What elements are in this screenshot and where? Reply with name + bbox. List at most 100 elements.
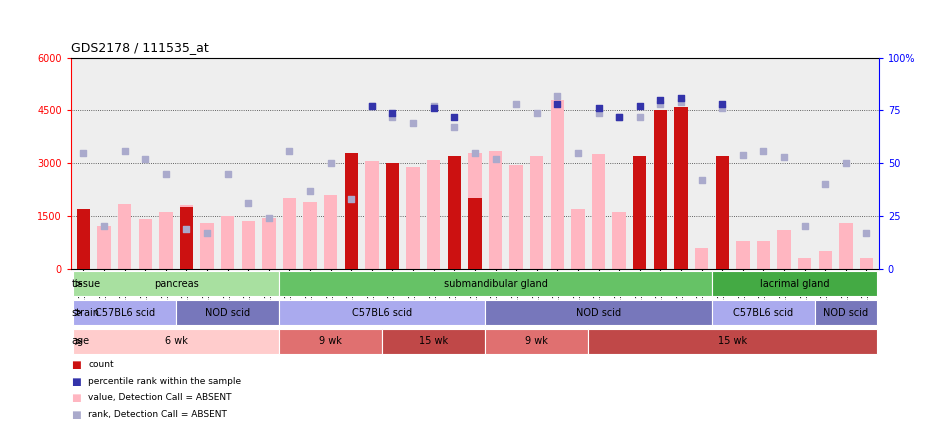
Text: NOD scid: NOD scid <box>205 308 250 317</box>
Bar <box>571 209 584 269</box>
Point <box>715 105 730 112</box>
Bar <box>118 204 132 269</box>
Bar <box>279 271 712 296</box>
Point <box>633 113 648 120</box>
Point <box>612 113 627 120</box>
Point <box>405 119 420 127</box>
Point <box>550 101 565 108</box>
Bar <box>592 155 605 269</box>
Bar <box>757 241 770 269</box>
Point <box>282 147 297 154</box>
Bar <box>180 207 193 269</box>
Point <box>529 109 545 116</box>
Point <box>97 223 112 230</box>
Point <box>323 160 338 167</box>
Bar <box>674 212 688 269</box>
Bar <box>815 300 877 325</box>
Bar <box>695 248 708 269</box>
Point <box>137 155 152 163</box>
Bar <box>77 209 90 269</box>
Bar <box>530 156 544 269</box>
Bar <box>777 230 791 269</box>
Text: C57BL6 scid: C57BL6 scid <box>95 308 154 317</box>
Bar <box>385 163 400 269</box>
Bar <box>303 202 316 269</box>
Bar <box>406 166 420 269</box>
Bar <box>427 160 440 269</box>
Text: 6 wk: 6 wk <box>165 337 188 346</box>
Text: ■: ■ <box>71 377 80 387</box>
Point <box>447 113 462 120</box>
Point <box>488 155 503 163</box>
Bar <box>241 221 255 269</box>
Text: NOD scid: NOD scid <box>576 308 621 317</box>
Point <box>859 229 874 236</box>
Bar <box>383 329 485 354</box>
Point <box>509 101 524 108</box>
Point <box>384 113 400 120</box>
Text: 15 wk: 15 wk <box>718 337 747 346</box>
Point <box>241 200 256 207</box>
Text: rank, Detection Call = ABSENT: rank, Detection Call = ABSENT <box>88 410 227 419</box>
Bar <box>489 151 502 269</box>
Bar <box>860 258 873 269</box>
Point <box>76 149 91 156</box>
Bar <box>674 107 688 269</box>
Point <box>365 103 380 110</box>
Text: GDS2178 / 111535_at: GDS2178 / 111535_at <box>71 41 208 54</box>
Bar <box>345 153 358 269</box>
Bar <box>324 195 337 269</box>
Text: value, Detection Call = ABSENT: value, Detection Call = ABSENT <box>88 393 232 402</box>
Point <box>777 153 792 160</box>
Bar <box>98 226 111 269</box>
Text: ■: ■ <box>71 410 80 420</box>
Point <box>344 195 359 202</box>
Point <box>591 105 606 112</box>
Point <box>673 94 688 101</box>
Bar <box>279 300 485 325</box>
Text: 9 wk: 9 wk <box>319 337 342 346</box>
Bar <box>201 223 214 269</box>
Text: percentile rank within the sample: percentile rank within the sample <box>88 377 241 385</box>
Bar <box>716 156 729 269</box>
Point <box>261 214 277 222</box>
Bar <box>448 156 461 269</box>
Bar <box>73 300 176 325</box>
Bar <box>839 223 852 269</box>
Point <box>797 223 813 230</box>
Text: age: age <box>71 337 90 346</box>
Bar <box>485 329 588 354</box>
Point <box>365 103 380 110</box>
Point <box>633 103 648 110</box>
Text: C57BL6 scid: C57BL6 scid <box>352 308 412 317</box>
Point <box>550 92 565 99</box>
Point <box>817 181 832 188</box>
Bar <box>262 218 276 269</box>
Point <box>756 147 771 154</box>
Bar <box>634 206 647 269</box>
Point <box>673 99 688 106</box>
Point <box>591 109 606 116</box>
Bar <box>468 153 482 269</box>
Bar <box>550 100 564 269</box>
Point <box>735 151 750 159</box>
Bar <box>159 212 172 269</box>
Point <box>715 101 730 108</box>
Point <box>220 170 235 177</box>
Point <box>426 103 441 110</box>
Bar <box>73 271 279 296</box>
Bar <box>613 212 626 269</box>
Text: tissue: tissue <box>71 279 100 289</box>
Bar <box>485 300 712 325</box>
Point <box>838 160 853 167</box>
Point <box>570 149 585 156</box>
Point <box>694 177 709 184</box>
Bar <box>634 156 647 269</box>
Point <box>384 109 400 116</box>
Text: strain: strain <box>71 308 99 317</box>
Bar <box>468 198 482 269</box>
Text: lacrimal gland: lacrimal gland <box>759 279 829 289</box>
Bar <box>283 198 296 269</box>
Bar <box>509 165 523 269</box>
Bar <box>180 206 193 269</box>
